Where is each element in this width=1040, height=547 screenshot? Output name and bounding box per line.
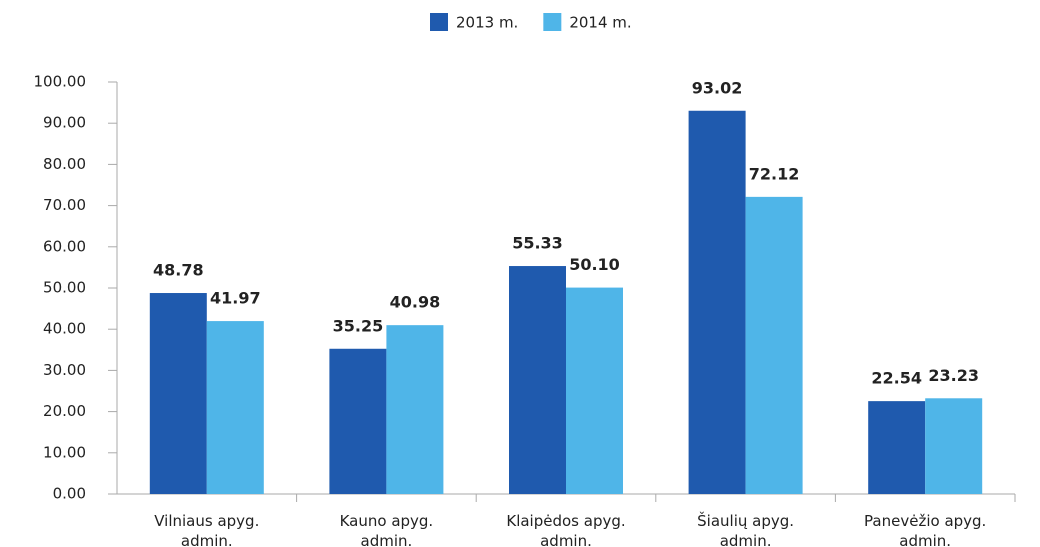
bar xyxy=(566,287,623,494)
value-label: 50.10 xyxy=(569,255,620,274)
value-label: 55.33 xyxy=(512,234,563,253)
x-tick-label: Kauno apyg. admin. xyxy=(340,512,434,547)
x-tick-line: Šiaulių apyg. xyxy=(697,511,794,530)
x-tick-line: admin. xyxy=(899,532,951,547)
legend-swatch xyxy=(430,13,448,31)
x-tick-line: admin. xyxy=(540,532,592,547)
value-label: 40.98 xyxy=(390,293,441,312)
y-tick-label: 60.00 xyxy=(43,237,86,255)
y-tick-label: 80.00 xyxy=(43,155,86,173)
y-tick-label: 10.00 xyxy=(43,443,86,461)
y-tick-label: 70.00 xyxy=(43,196,86,214)
y-tick-label: 50.00 xyxy=(43,279,86,297)
x-tick-line: admin. xyxy=(361,532,413,547)
value-label: 72.12 xyxy=(749,164,800,183)
bar xyxy=(329,348,387,494)
y-tick-label: 40.00 xyxy=(43,320,86,338)
x-tick-label: Vilniaus apyg. admin. xyxy=(154,512,259,547)
x-tick-label: Klaipėdos apyg. admin. xyxy=(506,512,625,547)
y-tick-label: 0.00 xyxy=(53,485,86,503)
legend-swatch xyxy=(543,13,562,31)
x-tick-line: Panevėžio apyg. xyxy=(864,512,986,530)
value-label: 23.23 xyxy=(928,366,979,385)
x-tick-line: Vilniaus apyg. xyxy=(154,512,259,530)
bar xyxy=(149,293,207,494)
value-label: 93.02 xyxy=(692,78,743,97)
y-tick-label: 30.00 xyxy=(43,361,86,379)
bar xyxy=(688,110,746,494)
bar xyxy=(509,266,566,494)
legend-label: 2013 m. xyxy=(456,14,518,32)
bar xyxy=(745,196,803,494)
y-tick-label: 100.00 xyxy=(34,73,87,91)
legend-label: 2014 m. xyxy=(569,14,631,32)
bar xyxy=(386,325,444,494)
y-tick-label: 90.00 xyxy=(43,114,86,132)
bar xyxy=(925,398,983,494)
y-tick-label: 20.00 xyxy=(43,402,86,420)
value-label: 22.54 xyxy=(871,369,922,388)
value-label: 48.78 xyxy=(153,261,204,280)
x-tick-line: admin. xyxy=(720,532,772,547)
x-tick-line: Klaipėdos apyg. xyxy=(506,512,625,530)
value-label: 35.25 xyxy=(333,316,384,335)
bar xyxy=(206,321,264,494)
x-tick-line: admin. xyxy=(181,532,233,547)
x-tick-label: Panevėžio apyg. admin. xyxy=(864,512,986,547)
x-tick-label: Šiaulių apyg. admin. xyxy=(697,511,794,547)
x-tick-line: Kauno apyg. xyxy=(340,512,434,530)
bar xyxy=(868,401,926,494)
value-label: 41.97 xyxy=(210,289,261,308)
